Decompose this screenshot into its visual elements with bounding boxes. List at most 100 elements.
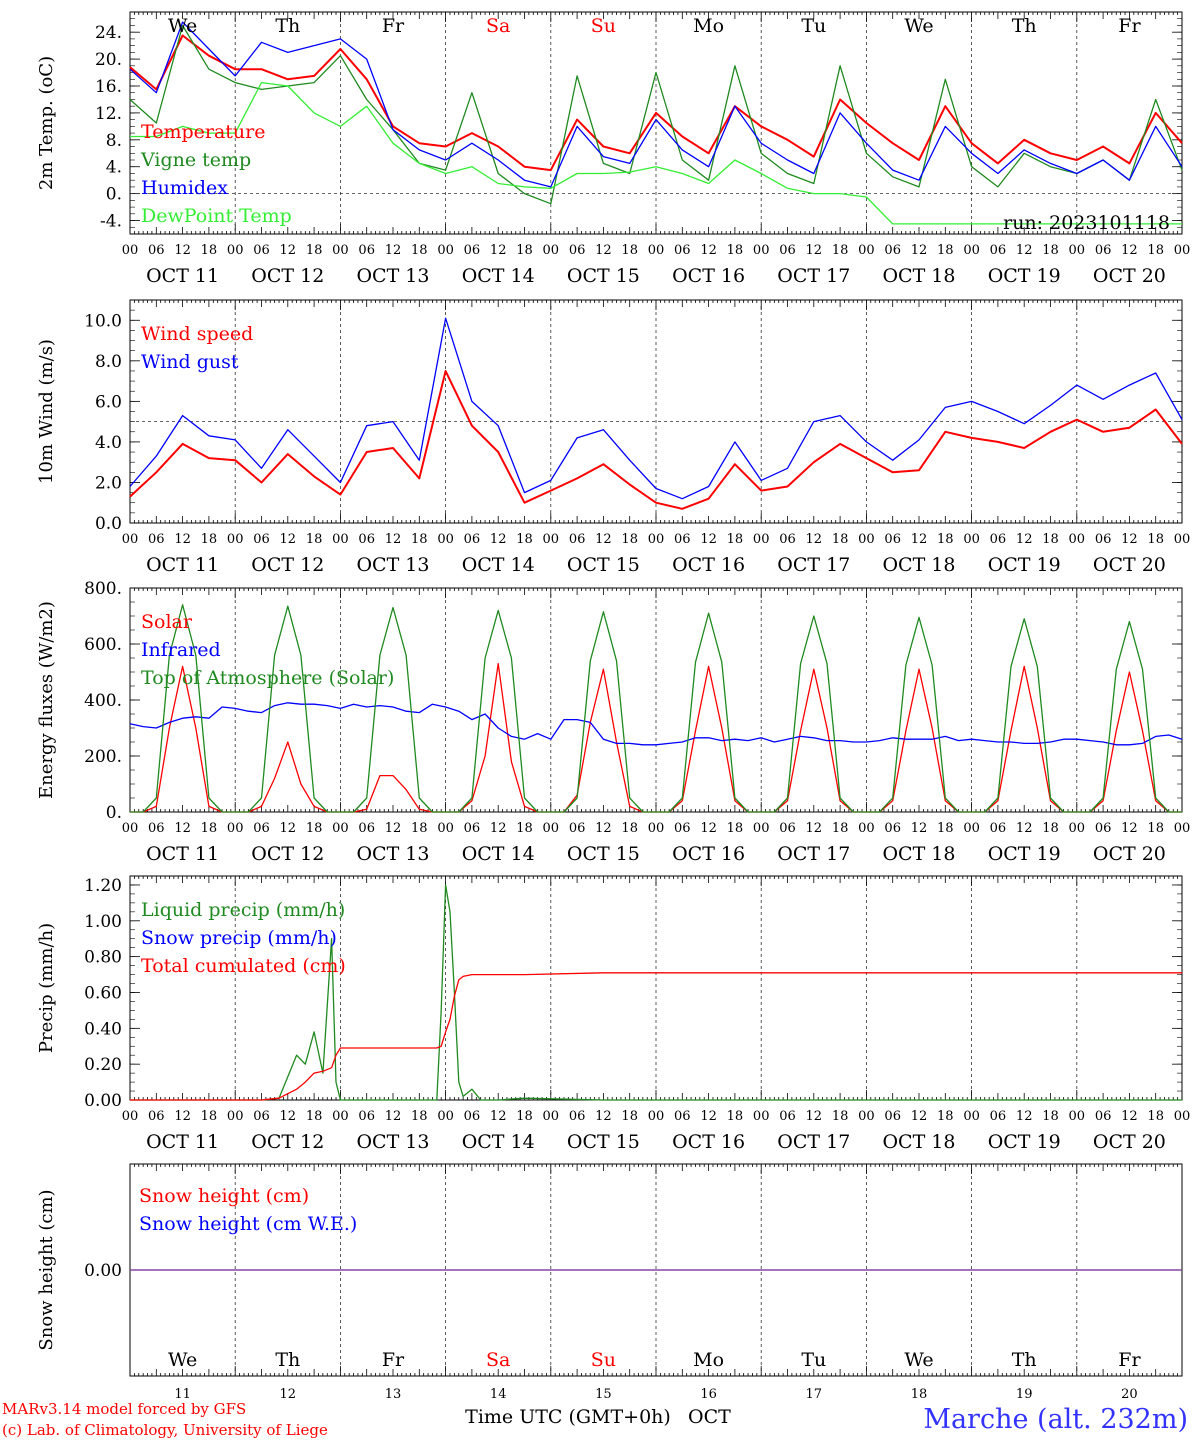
y-tick-label: -4. <box>100 212 122 232</box>
footer-model: MARv3.14 model forced by GFS <box>2 1400 246 1418</box>
day-number: 16 <box>700 1387 717 1402</box>
day-name: Mo <box>693 15 724 37</box>
hour-tick-label: 18 <box>1042 532 1059 547</box>
date-label: OCT 11 <box>146 1131 219 1153</box>
hour-tick-label: 06 <box>884 532 901 547</box>
hour-tick-label: 12 <box>490 821 507 836</box>
hour-tick-label: 00 <box>122 243 139 258</box>
legend-entry: Top of Atmosphere (Solar) <box>141 667 394 689</box>
date-label: OCT 20 <box>1093 554 1166 576</box>
hour-tick-label: 18 <box>621 821 638 836</box>
energy-panel: 0. 200. 400. 600. 800. Energy fluxes (W/m2) So… <box>36 579 1190 865</box>
hour-tick-label: 18 <box>201 1109 218 1124</box>
hour-tick-label: 18 <box>727 1109 744 1124</box>
hour-tick-label: 12 <box>385 532 402 547</box>
y-axis-label: Snow height (cm) <box>36 1189 57 1350</box>
hour-tick-label: 18 <box>832 1109 849 1124</box>
hour-tick-label: 00 <box>648 243 665 258</box>
series-line-top-of-atmosphere-solar <box>130 604 1182 813</box>
day-name: Tu <box>801 15 826 37</box>
hour-tick-label: 00 <box>1174 532 1191 547</box>
day-name: Th <box>1012 1349 1037 1371</box>
day-name: Sa <box>486 1349 510 1371</box>
hour-tick-label: 12 <box>1016 821 1033 836</box>
hour-tick-label: 12 <box>280 821 297 836</box>
day-number: 18 <box>911 1387 928 1402</box>
day-number: 19 <box>1016 1387 1033 1402</box>
precip-panel: 0.00 0.20 0.40 0.60 0.80 1.00 1.20 Precip (mm/h… <box>36 875 1190 1153</box>
hour-tick-label: 00 <box>753 532 770 547</box>
hour-tick-label: 06 <box>674 821 691 836</box>
day-name: We <box>904 1349 933 1371</box>
date-label: OCT 20 <box>1093 1131 1166 1153</box>
hour-tick-label: 18 <box>621 532 638 547</box>
hour-tick-label: 00 <box>963 821 980 836</box>
hour-tick-label: 06 <box>990 1109 1007 1124</box>
hour-tick-label: 12 <box>595 821 612 836</box>
hour-tick-label: 12 <box>385 243 402 258</box>
hour-tick-label: 00 <box>122 821 139 836</box>
hour-tick-label: 06 <box>884 243 901 258</box>
y-tick-label: 12. <box>95 104 122 124</box>
hour-tick-label: 00 <box>858 821 875 836</box>
y-tick-label: 200. <box>84 747 122 767</box>
hour-tick-label: 00 <box>227 1109 244 1124</box>
y-tick-label: 0.60 <box>84 983 122 1003</box>
date-label: OCT 17 <box>777 1131 850 1153</box>
hour-tick-label: 06 <box>148 1109 165 1124</box>
day-name: Fr <box>382 15 405 37</box>
hour-tick-label: 00 <box>437 532 454 547</box>
hour-tick-label: 18 <box>516 243 533 258</box>
date-label: OCT 14 <box>462 265 535 287</box>
hour-tick-label: 12 <box>700 243 717 258</box>
date-label: OCT 13 <box>356 265 429 287</box>
date-label: OCT 14 <box>462 1131 535 1153</box>
date-label: OCT 12 <box>251 1131 324 1153</box>
plot-frame <box>129 299 1183 524</box>
legend-entry: Solar <box>141 611 193 633</box>
hour-tick-label: 18 <box>832 243 849 258</box>
hour-tick-label: 12 <box>385 1109 402 1124</box>
hour-tick-label: 00 <box>858 243 875 258</box>
hour-tick-label: 06 <box>990 532 1007 547</box>
y-tick-label: 6.0 <box>95 392 122 412</box>
hour-tick-label: 18 <box>516 821 533 836</box>
date-label: OCT 18 <box>882 1131 955 1153</box>
hour-tick-label: 12 <box>700 821 717 836</box>
y-tick-label: 0. <box>106 803 122 823</box>
run-label: run: 2023101118 <box>1003 212 1170 234</box>
hour-tick-label: 06 <box>569 243 586 258</box>
hour-tick-label: 12 <box>700 1109 717 1124</box>
y-tick-label: 800. <box>84 579 122 599</box>
legend-entry: Wind gust <box>141 351 239 373</box>
hour-tick-label: 06 <box>1095 1109 1112 1124</box>
hour-tick-label: 18 <box>411 821 428 836</box>
date-label: OCT 19 <box>988 843 1061 865</box>
hour-tick-label: 18 <box>621 1109 638 1124</box>
y-tick-label: 0.00 <box>84 1091 122 1111</box>
hour-tick-label: 12 <box>806 532 823 547</box>
day-number: 12 <box>280 1387 297 1402</box>
hour-tick-label: 18 <box>306 821 323 836</box>
hour-tick-label: 00 <box>122 1109 139 1124</box>
date-label: OCT 18 <box>882 554 955 576</box>
day-name: Th <box>275 1349 300 1371</box>
legend-entry: Snow precip (mm/h) <box>141 927 337 949</box>
day-number: 20 <box>1121 1387 1138 1402</box>
date-label: OCT 12 <box>251 554 324 576</box>
hour-tick-label: 18 <box>621 243 638 258</box>
day-name: Tu <box>801 1349 826 1371</box>
date-label: OCT 13 <box>356 554 429 576</box>
hour-tick-label: 06 <box>779 532 796 547</box>
y-tick-label: 0.80 <box>84 948 122 968</box>
hour-tick-label: 18 <box>1042 821 1059 836</box>
hour-tick-label: 18 <box>201 532 218 547</box>
hour-tick-label: 00 <box>122 532 139 547</box>
hour-tick-label: 00 <box>227 243 244 258</box>
hour-tick-label: 00 <box>543 821 560 836</box>
legend-entry: Snow height (cm W.E.) <box>139 1213 357 1235</box>
y-tick-label: 4. <box>106 158 122 178</box>
hour-tick-label: 12 <box>1121 1109 1138 1124</box>
hour-tick-label: 06 <box>990 821 1007 836</box>
hour-tick-label: 00 <box>1069 821 1086 836</box>
